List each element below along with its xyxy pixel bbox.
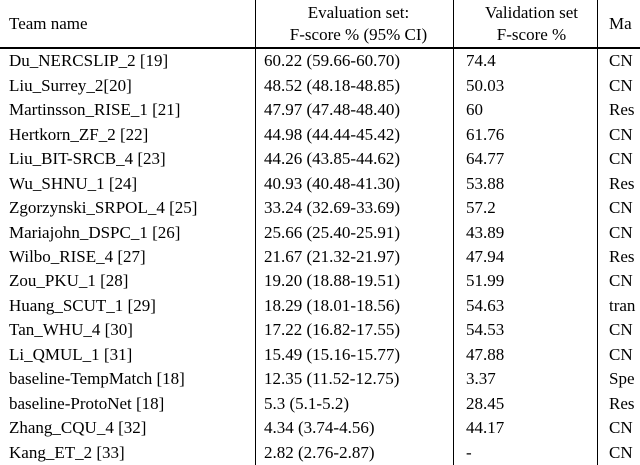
- team-cell: Du_NERCSLIP_2 [19]: [9, 51, 169, 71]
- val-score-cell: 47.88: [453, 342, 597, 368]
- table-row: Zou_PKU_1 [28] 19.20 (18.88-19.51) 51.99…: [0, 269, 640, 294]
- val-score-cell: 53.88: [453, 171, 597, 196]
- val-score-cell: 54.63: [453, 293, 597, 319]
- val-score-cell: 57.2: [453, 195, 597, 221]
- header-method-label: Ma: [609, 13, 632, 33]
- table-row: Liu_BIT-SRCB_4 [23] 44.26 (43.85-44.62) …: [0, 146, 640, 172]
- method-cell: tran: [597, 293, 640, 319]
- eval-score-cell: 44.26 (43.85-44.62): [255, 146, 453, 172]
- header-team-name: Team name: [0, 0, 255, 47]
- eval-score-cell: 2.82 (2.76-2.87): [255, 440, 453, 465]
- header-method-clipped: Ma: [597, 0, 640, 47]
- team-cell: baseline-ProtoNet [18]: [9, 393, 165, 413]
- val-score-cell: 60: [453, 97, 597, 123]
- val-score-cell: 51.99: [453, 269, 597, 294]
- table-body: Du_NERCSLIP_2 [19] 60.22 (59.66-60.70) 7…: [0, 49, 640, 465]
- table-row: Zgorzynski_SRPOL_4 [25] 33.24 (32.69-33.…: [0, 195, 640, 221]
- eval-score-cell: 15.49 (15.16-15.77): [255, 342, 453, 368]
- val-score-cell: 3.37: [453, 367, 597, 392]
- method-cell: CN: [597, 416, 640, 441]
- method-cell: CN: [597, 49, 640, 74]
- eval-score-cell: 21.67 (21.32-21.97): [255, 244, 453, 270]
- method-cell: Res: [597, 391, 640, 417]
- team-cell: Hertkorn_ZF_2 [22]: [9, 124, 149, 144]
- method-cell: Spe: [597, 367, 640, 392]
- header-evaluation-line2: F-score % (95% CI): [289, 24, 428, 44]
- header-evaluation-line1: Evaluation set:: [307, 3, 410, 22]
- team-cell: Zhang_CQU_4 [32]: [9, 418, 147, 438]
- val-score-cell: 64.77: [453, 146, 597, 172]
- team-cell: Kang_ET_2 [33]: [9, 442, 125, 462]
- val-score-cell: 28.45: [453, 391, 597, 417]
- table-row: Wilbo_RISE_4 [27] 21.67 (21.32-21.97) 47…: [0, 244, 640, 270]
- method-cell: CN: [597, 342, 640, 368]
- method-cell: Res: [597, 171, 640, 196]
- team-cell: Liu_Surrey_2[20]: [9, 75, 132, 95]
- team-cell: Tan_WHU_4 [30]: [9, 320, 133, 340]
- team-cell: Zou_PKU_1 [28]: [9, 271, 129, 291]
- table-row: Tan_WHU_4 [30] 17.22 (16.82-17.55) 54.53…: [0, 318, 640, 343]
- method-cell: CN: [597, 146, 640, 172]
- table-row: Du_NERCSLIP_2 [19] 60.22 (59.66-60.70) 7…: [0, 49, 640, 74]
- method-cell: CN: [597, 318, 640, 343]
- team-cell: Zgorzynski_SRPOL_4 [25]: [9, 198, 198, 218]
- val-score-cell: 43.89: [453, 220, 597, 245]
- eval-score-cell: 33.24 (32.69-33.69): [255, 195, 453, 221]
- team-cell: Mariajohn_DSPC_1 [26]: [9, 222, 181, 242]
- table-row: Huang_SCUT_1 [29] 18.29 (18.01-18.56) 54…: [0, 293, 640, 319]
- val-score-cell: 54.53: [453, 318, 597, 343]
- eval-score-cell: 17.22 (16.82-17.55): [255, 318, 453, 343]
- table-row: Hertkorn_ZF_2 [22] 44.98 (44.44-45.42) 6…: [0, 122, 640, 147]
- team-cell: Huang_SCUT_1 [29]: [9, 295, 156, 315]
- method-cell: Res: [597, 97, 640, 123]
- eval-score-cell: 18.29 (18.01-18.56): [255, 293, 453, 319]
- table-header-row: Team name Evaluation set: F-score % (95%…: [0, 0, 640, 49]
- eval-score-cell: 40.93 (40.48-41.30): [255, 171, 453, 196]
- table-row: Martinsson_RISE_1 [21] 47.97 (47.48-48.4…: [0, 97, 640, 123]
- team-cell: Martinsson_RISE_1 [21]: [9, 100, 181, 120]
- header-validation-line1: Validation set: [484, 3, 578, 22]
- method-cell: CN: [597, 220, 640, 245]
- table-row: baseline-ProtoNet [18] 5.3 (5.1-5.2) 28.…: [0, 391, 640, 417]
- eval-score-cell: 12.35 (11.52-12.75): [255, 367, 453, 392]
- team-cell: Wu_SHNU_1 [24]: [9, 173, 138, 193]
- team-cell: baseline-TempMatch [18]: [9, 369, 185, 389]
- team-cell: Liu_BIT-SRCB_4 [23]: [9, 149, 166, 169]
- method-cell: CN: [597, 269, 640, 294]
- table-row: Mariajohn_DSPC_1 [26] 25.66 (25.40-25.91…: [0, 220, 640, 245]
- val-score-cell: -: [453, 440, 597, 465]
- method-cell: CN: [597, 73, 640, 98]
- val-score-cell: 44.17: [453, 416, 597, 441]
- val-score-cell: 47.94: [453, 244, 597, 270]
- eval-score-cell: 5.3 (5.1-5.2): [255, 391, 453, 417]
- table-row: baseline-TempMatch [18] 12.35 (11.52-12.…: [0, 367, 640, 392]
- eval-score-cell: 48.52 (48.18-48.85): [255, 73, 453, 98]
- table-row: Liu_Surrey_2[20] 48.52 (48.18-48.85) 50.…: [0, 73, 640, 98]
- table-row: Kang_ET_2 [33] 2.82 (2.76-2.87) - CN: [0, 440, 640, 465]
- table-row: Wu_SHNU_1 [24] 40.93 (40.48-41.30) 53.88…: [0, 171, 640, 196]
- eval-score-cell: 47.97 (47.48-48.40): [255, 97, 453, 123]
- header-evaluation-set: Evaluation set: F-score % (95% CI): [255, 0, 453, 47]
- eval-score-cell: 19.20 (18.88-19.51): [255, 269, 453, 294]
- header-validation-set: Validation set F-score %: [453, 0, 597, 47]
- val-score-cell: 50.03: [453, 73, 597, 98]
- eval-score-cell: 44.98 (44.44-45.42): [255, 122, 453, 147]
- method-cell: CN: [597, 122, 640, 147]
- method-cell: CN: [597, 440, 640, 465]
- eval-score-cell: 25.66 (25.40-25.91): [255, 220, 453, 245]
- header-validation-line2: F-score %: [496, 24, 567, 44]
- method-cell: Res: [597, 244, 640, 270]
- team-cell: Wilbo_RISE_4 [27]: [9, 246, 146, 266]
- eval-score-cell: 4.34 (3.74-4.56): [255, 416, 453, 441]
- method-cell: CN: [597, 195, 640, 221]
- eval-score-cell: 60.22 (59.66-60.70): [255, 49, 453, 74]
- table-row: Li_QMUL_1 [31] 15.49 (15.16-15.77) 47.88…: [0, 342, 640, 368]
- val-score-cell: 74.4: [453, 49, 597, 74]
- val-score-cell: 61.76: [453, 122, 597, 147]
- header-team-name-label: Team name: [9, 13, 88, 33]
- team-cell: Li_QMUL_1 [31]: [9, 344, 133, 364]
- table-row: Zhang_CQU_4 [32] 4.34 (3.74-4.56) 44.17 …: [0, 416, 640, 441]
